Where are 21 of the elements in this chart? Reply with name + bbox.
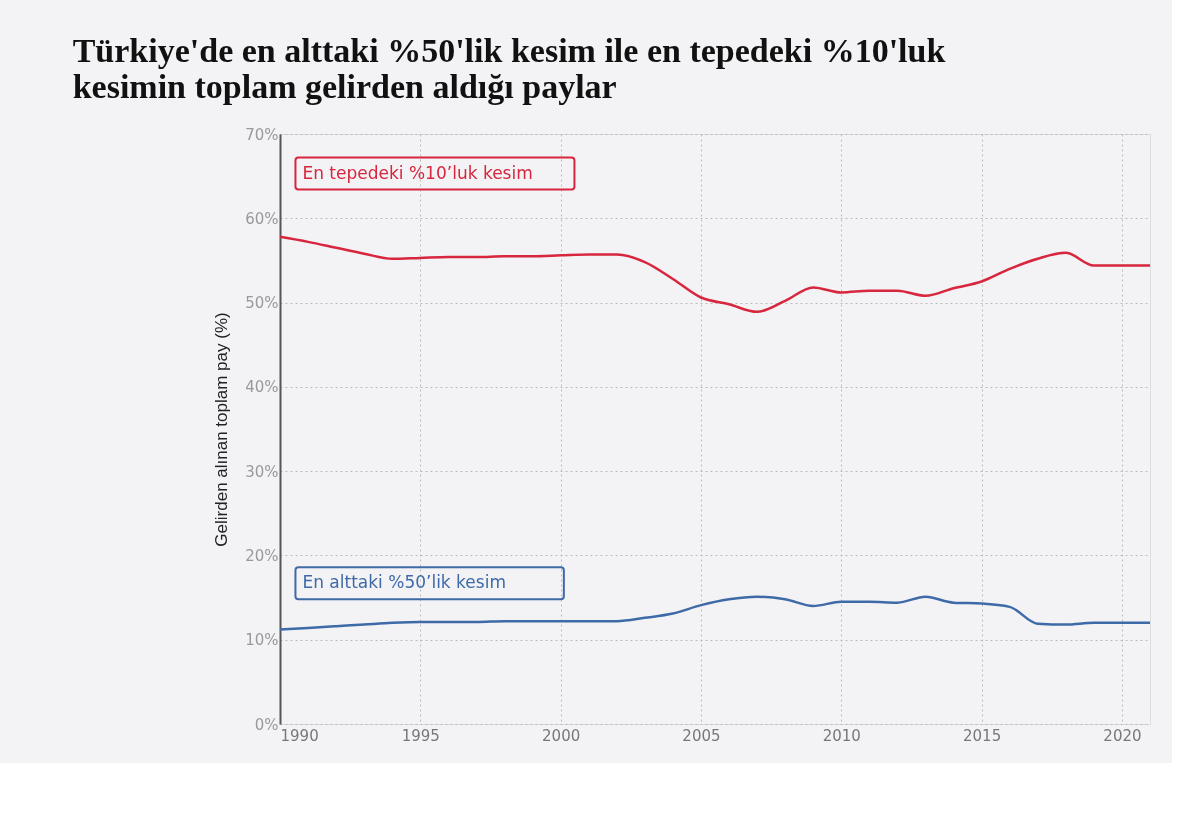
y-tick-label: 30%: [245, 462, 279, 481]
y-tick-label: 40%: [245, 378, 279, 397]
line-series: [278, 595, 1152, 631]
y-tick-label: 50%: [245, 294, 279, 313]
x-tick-label: 1995: [401, 726, 440, 745]
x-tick-label: 2005: [682, 726, 721, 745]
y-tick-label: 10%: [245, 631, 279, 650]
chart-title: Türkiye'de en alttaki %50'lik kesim ile en tepedeki %10'luk kesimin toplam gelirden aldığı paylar: [72, 32, 946, 105]
y-tick-label: 20%: [245, 546, 279, 565]
line-series: [278, 235, 1152, 314]
x-tick-label: 2000: [542, 726, 581, 745]
x-tick-label: 2020: [1103, 726, 1142, 745]
x-tick-label: 2015: [963, 726, 1002, 745]
y-tick-label: 0%: [254, 715, 279, 734]
y-tick-label: 60%: [245, 209, 279, 228]
x-tick-label: 2010: [822, 726, 861, 745]
series-label: En alttaki %50’lik kesim: [302, 572, 506, 593]
text: En tepedeki %10’luk kesim: [302, 162, 533, 183]
y-tick-label: 70%: [245, 125, 279, 144]
y-axis-title: Gelirden alınan toplam pay (%): [212, 312, 232, 547]
x-tick-label: 1990: [280, 726, 319, 745]
